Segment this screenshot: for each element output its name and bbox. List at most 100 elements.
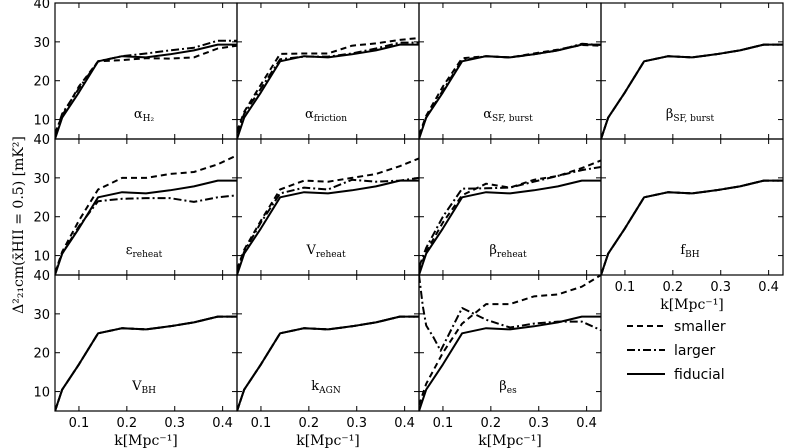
legend: smaller larger fiducial	[627, 319, 726, 383]
y-tick-label: 20	[33, 347, 50, 362]
x-axis-label: k[Mpc⁻¹]	[478, 433, 542, 448]
y-tick-label: 20	[33, 75, 50, 90]
x-tick-label: 0.1	[615, 280, 636, 295]
series-smaller	[237, 37, 419, 132]
legend-label-fiducial: fiducial	[674, 367, 725, 383]
series-larger	[237, 176, 419, 272]
series-larger	[237, 315, 419, 411]
panel-label-sub: reheat	[133, 250, 163, 260]
y-tick-label: 20	[33, 211, 50, 226]
x-tick-label: 0.1	[433, 416, 454, 431]
series-larger	[237, 41, 419, 134]
panel-alpha-friction: αfriction	[236, 2, 420, 140]
series-larger	[601, 43, 783, 139]
series-smaller	[55, 315, 237, 411]
panel-label-sub: es	[507, 386, 517, 396]
series-fiducial	[55, 315, 237, 411]
series-larger	[55, 194, 237, 274]
series-smaller	[237, 315, 419, 411]
panel-label-sub: H₂	[143, 114, 155, 124]
series-smaller	[601, 43, 783, 139]
panel-frame	[600, 138, 784, 276]
series-larger	[601, 179, 783, 275]
y-tick-label: 10	[33, 250, 50, 265]
panel-label: kAGN	[311, 379, 341, 396]
series-larger	[55, 315, 237, 411]
panel-v-bh: 10 20 30 40 0.1 0.2 0.3 0.4 VBH	[33, 269, 238, 431]
panel-beta-es: 0.1 0.2 0.3 0.4 βes	[418, 274, 602, 431]
x-tick-label: 0.2	[298, 416, 319, 431]
panel-label: VBH	[131, 379, 156, 396]
panel-label: βreheat	[489, 243, 527, 260]
series-fiducial	[237, 179, 419, 275]
y-tick-label: 40	[33, 269, 50, 284]
x-tick-label: 0.3	[346, 416, 367, 431]
series-group	[237, 37, 419, 139]
series-smaller	[419, 275, 601, 406]
x-tick-label: 0.3	[164, 416, 185, 431]
x-tick-label: 0.4	[394, 416, 415, 431]
panels-layer: 10 20 30 40 αH₂ αfriction αSF, burst βSF, burst…	[33, 0, 784, 431]
y-tick-label: 30	[33, 172, 50, 187]
panel-label: αfriction	[305, 107, 347, 124]
panel-label-sub: reheat	[497, 250, 527, 260]
y-tick-label: 40	[33, 133, 50, 148]
y-axis-title: Δ²₂₁cm(x̄HII = 0.5) [mK²]	[11, 136, 27, 314]
panel-label: βes	[499, 379, 517, 396]
panel-label-sub: SF, burst	[673, 114, 714, 124]
x-tick-label: 0.1	[69, 416, 90, 431]
panel-f-bh: 0.1 0.2 0.3 0.4 fBH	[600, 138, 784, 295]
series-larger	[55, 39, 237, 136]
series-smaller	[55, 154, 237, 274]
series-smaller	[237, 157, 419, 270]
y-tick-label: 40	[33, 0, 50, 12]
panel-label-sub: SF, burst	[492, 114, 533, 124]
x-tick-label: 0.4	[576, 416, 597, 431]
panel-beta-reheat: βreheat	[418, 138, 602, 276]
panel-alpha-sf-burst: αSF, burst	[418, 2, 602, 140]
series-group	[419, 275, 601, 411]
series-group	[601, 179, 783, 275]
x-tick-label: 0.3	[710, 280, 731, 295]
panel-beta-sf-burst: βSF, burst	[600, 2, 784, 140]
x-tick-label: 0.2	[480, 416, 501, 431]
panel-epsilon-reheat: 10 20 30 40 εreheat	[33, 133, 238, 276]
x-tick-label: 0.3	[528, 416, 549, 431]
series-smaller	[601, 179, 783, 275]
series-group	[237, 157, 419, 275]
x-tick-label: 0.4	[758, 280, 779, 295]
y-tick-label: 10	[33, 114, 50, 129]
x-axis-label: k[Mpc⁻¹]	[114, 433, 178, 448]
series-fiducial	[419, 179, 601, 275]
x-tick-label: 0.1	[251, 416, 272, 431]
panel-label-sub: reheat	[316, 250, 346, 260]
series-larger	[419, 42, 601, 138]
series-group	[55, 39, 237, 139]
panel-label: αSF, burst	[483, 107, 533, 124]
panel-label: Vreheat	[305, 243, 346, 260]
panel-alpha-h2: 10 20 30 40 αH₂	[33, 0, 238, 140]
x-axis-label: k[Mpc⁻¹]	[296, 433, 360, 448]
x-tick-label: 0.4	[212, 416, 233, 431]
panel-label: εreheat	[126, 243, 163, 260]
panel-label: βSF, burst	[666, 107, 715, 124]
x-tick-label: 0.2	[662, 280, 683, 295]
panel-v-reheat: Vreheat	[236, 138, 420, 276]
series-group	[55, 154, 237, 275]
series-larger	[419, 275, 601, 352]
series-fiducial	[55, 43, 237, 139]
panel-label-sub: friction	[314, 114, 347, 124]
series-group	[55, 315, 237, 411]
series-group	[601, 43, 783, 139]
panel-label: αH₂	[134, 107, 155, 124]
panel-k-agn: 0.1 0.2 0.3 0.4 kAGN	[236, 274, 420, 431]
series-fiducial	[237, 315, 419, 411]
panel-label: fBH	[680, 243, 699, 260]
legend-label-smaller: smaller	[674, 319, 726, 335]
x-axis-titles: k[Mpc⁻¹] k[Mpc⁻¹] k[Mpc⁻¹] k[Mpc⁻¹]	[114, 297, 724, 448]
x-tick-label: 0.2	[116, 416, 137, 431]
x-axis-label: k[Mpc⁻¹]	[660, 297, 724, 313]
series-fiducial	[419, 43, 601, 139]
panel-frame	[418, 274, 602, 412]
